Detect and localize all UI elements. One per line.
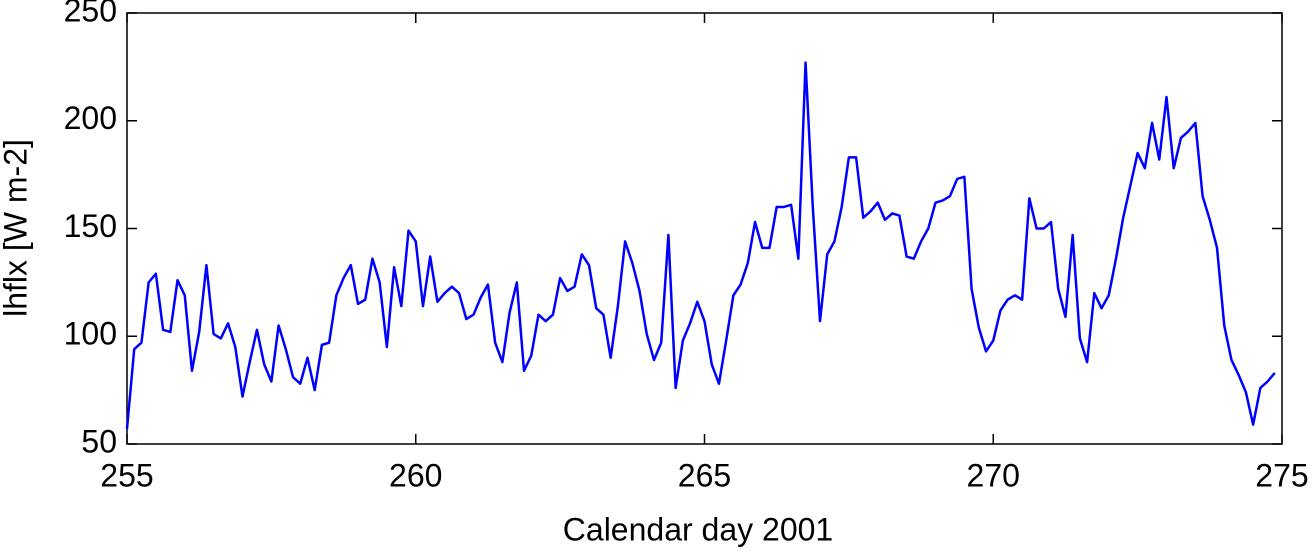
x-tick-label: 255 [100, 457, 153, 493]
x-tick-label: 265 [678, 457, 731, 493]
y-tick-label: 200 [64, 100, 117, 136]
x-tick-label: 275 [1255, 457, 1308, 493]
y-tick-label: 150 [64, 208, 117, 244]
y-tick-label: 100 [64, 316, 117, 352]
x-axis-label: Calendar day 2001 [563, 511, 833, 547]
y-axis-label: lhflx [W m-2] [0, 139, 33, 317]
x-tick-label: 260 [389, 457, 442, 493]
y-tick-label: 50 [81, 423, 117, 459]
x-tick-label: 270 [967, 457, 1020, 493]
data-line [125, 61, 1276, 430]
y-tick-label: 250 [64, 0, 117, 28]
